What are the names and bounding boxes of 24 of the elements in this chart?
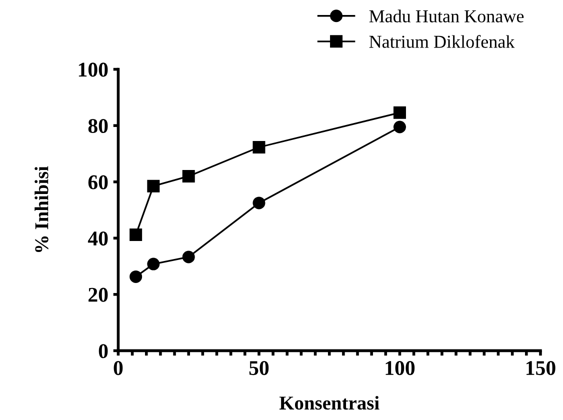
y-axis-title: % Inhibisi [34,166,48,252]
point [147,258,160,270]
point [147,180,160,192]
legend-label: Madu Hutan Konawe [369,10,524,22]
point [182,250,195,264]
y-tick-label: 100 [78,62,108,77]
point [130,270,142,283]
y-tick-label: 80 [88,118,108,134]
y-tick-label: 0 [98,344,108,358]
y-tick-label: 60 [88,175,108,190]
point [130,228,142,242]
point [252,196,266,210]
x-tick-label: 150 [526,361,556,376]
legend-label: Natrium Diklofenak [369,35,515,48]
y-tick-label: 20 [88,288,108,302]
x-tick-label: 100 [386,361,415,376]
x-tick-label: 50 [249,361,269,376]
point [252,140,266,154]
point [393,120,406,134]
x-axis-title: Konsentrasi [279,396,380,410]
y-tick-label: 40 [88,232,108,246]
x-tick-label: 0 [114,361,123,376]
point [182,170,195,182]
point [393,106,406,119]
